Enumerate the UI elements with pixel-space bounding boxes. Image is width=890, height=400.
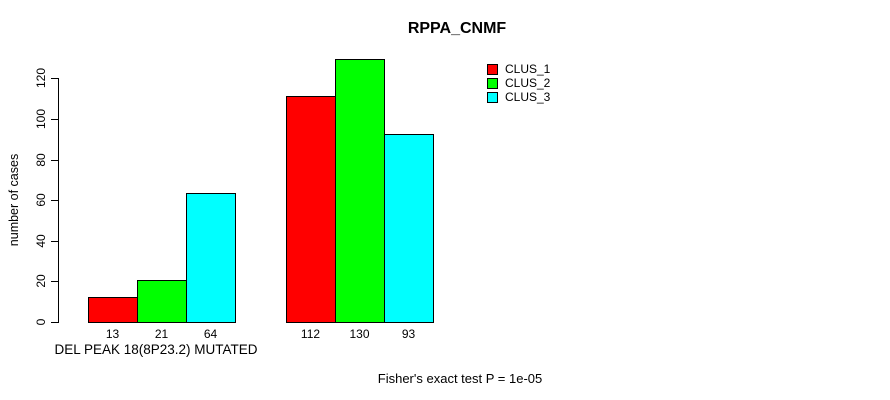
y-tick-mark (51, 78, 58, 79)
legend-swatch-icon (487, 91, 498, 103)
bar-clus_3-group1 (186, 193, 236, 323)
y-tick-mark (51, 119, 58, 120)
y-axis-label: number of cases (7, 153, 21, 247)
y-tick-mark (51, 322, 58, 323)
y-axis-line (58, 78, 59, 323)
bar-value-label: 21 (154, 327, 169, 341)
legend-swatch-icon (487, 63, 498, 75)
bar-value-label: 13 (105, 327, 120, 341)
chart-title: RPPA_CNMF (407, 20, 507, 37)
legend-label: CLUS_1 (505, 62, 551, 76)
bar-clus_1-group2 (286, 96, 336, 323)
fisher-test-text: Fisher's exact test P = 1e-05 (377, 371, 543, 386)
x-axis-label: DEL PEAK 18(8P23.2) MUTATED (54, 342, 258, 357)
legend-row-clus_3: CLUS_3 (487, 90, 550, 104)
y-tick-label: 40 (34, 234, 48, 248)
y-tick-label: 120 (34, 67, 48, 89)
bar-clus_2-group2 (335, 59, 385, 323)
bar-clus_1-group1 (88, 297, 138, 323)
bar-value-label: 112 (300, 327, 321, 341)
y-tick-label: 100 (34, 108, 48, 130)
legend: CLUS_1 CLUS_2 CLUS_3 (487, 62, 550, 104)
y-tick-label: 20 (34, 274, 48, 288)
bar-value-label: 64 (203, 327, 218, 341)
y-tick-label: 60 (34, 193, 48, 207)
legend-label: CLUS_2 (505, 76, 551, 90)
legend-swatch-icon (487, 77, 498, 89)
bar-clus_2-group1 (137, 280, 187, 323)
y-tick-mark (51, 281, 58, 282)
y-tick-label: 0 (34, 318, 48, 326)
bar-value-label: 130 (349, 327, 370, 341)
legend-label: CLUS_3 (505, 90, 551, 104)
bar-clus_3-group2 (384, 134, 434, 323)
y-tick-label: 80 (34, 153, 48, 167)
bar-value-label: 93 (401, 327, 416, 341)
legend-row-clus_1: CLUS_1 (487, 62, 550, 76)
y-tick-mark (51, 160, 58, 161)
y-tick-mark (51, 200, 58, 201)
legend-row-clus_2: CLUS_2 (487, 76, 550, 90)
y-tick-mark (51, 241, 58, 242)
